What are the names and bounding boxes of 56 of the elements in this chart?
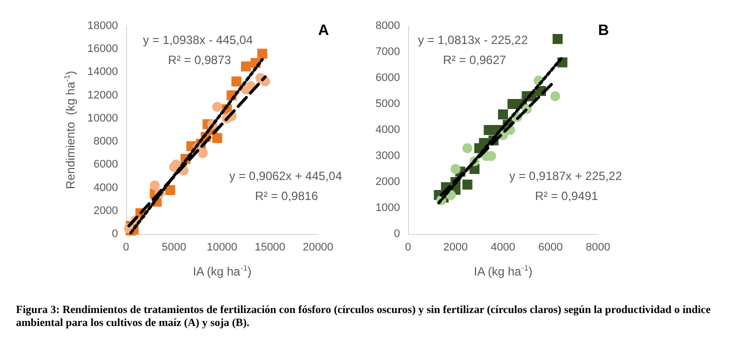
y-tick-label: 14000 [87, 66, 118, 78]
y-tick-label: 18000 [87, 20, 118, 32]
y-tick-label: 8000 [376, 20, 400, 32]
point [484, 125, 494, 135]
y-tick-label: 2000 [94, 204, 118, 217]
y-tick-label: 3000 [376, 150, 400, 162]
x-tick-label: 20000 [302, 242, 334, 254]
point [165, 185, 176, 196]
point [257, 48, 268, 59]
point [462, 143, 472, 154]
point [212, 133, 222, 144]
y-tick-label: 8000 [94, 136, 118, 148]
y-tick-label: 10000 [87, 112, 118, 124]
annotation: y = 1,0938x - 445,04 [143, 33, 254, 47]
annotation: R² = 0,9491 [534, 189, 598, 203]
y-tick-label: 6000 [94, 158, 118, 171]
point [212, 102, 222, 112]
y-tick-label: 6000 [376, 72, 400, 84]
text: Figura 3: Rendimientos de tratamientos de fertilización con fósforo (círculos oscuros) y sin fertilizar (círculos claros) según la productividad o índice ambiental para los cultivos de maíz (A) y soja (B). [16, 304, 712, 330]
x-tick-label: 0 [404, 242, 412, 254]
point [241, 61, 251, 72]
y-tick-label: 0 [112, 228, 118, 240]
annotation: y = 1,0813x - 225,22 [418, 33, 528, 47]
point [462, 180, 472, 190]
y-tick-label: 4000 [376, 124, 400, 136]
point [150, 180, 160, 190]
x-tick-label: 8000 [586, 242, 610, 254]
x-tick-label: 10000 [206, 242, 238, 254]
y-tick-label: 7000 [376, 46, 400, 58]
x-tick-label: 15000 [254, 242, 286, 254]
annotation: R² = 0,9873 [168, 53, 232, 67]
y-tick-label: 0 [394, 228, 400, 240]
x-tick-label: 2000 [443, 242, 468, 254]
point [198, 148, 208, 158]
point [508, 99, 518, 109]
chart-title: A [318, 22, 330, 39]
point [450, 164, 460, 174]
point [552, 34, 563, 44]
point [498, 109, 508, 120]
x-tick-label: 5000 [162, 242, 186, 254]
point [231, 76, 242, 86]
y-tick-label: 5000 [376, 98, 400, 110]
annotation: y = 0,9062x + 445,04 [229, 169, 342, 183]
point [550, 91, 560, 102]
x-tick-label: 6000 [538, 242, 563, 254]
y-tick-label: 16000 [87, 43, 118, 56]
chart-title: B [598, 22, 610, 39]
x-tick-label: 4000 [490, 242, 516, 254]
annotation: y = 0,9187x + 225,22 [509, 169, 622, 183]
y-tick-label: 12000 [87, 89, 118, 102]
x-tick-label: 0 [122, 242, 130, 254]
annotation: R² = 0,9627 [443, 53, 506, 67]
y-tick-label: 2000 [376, 176, 400, 188]
y-tick-label: 1000 [376, 202, 400, 214]
annotation: R² = 0,9816 [254, 189, 318, 203]
y-tick-label: 4000 [94, 182, 118, 194]
